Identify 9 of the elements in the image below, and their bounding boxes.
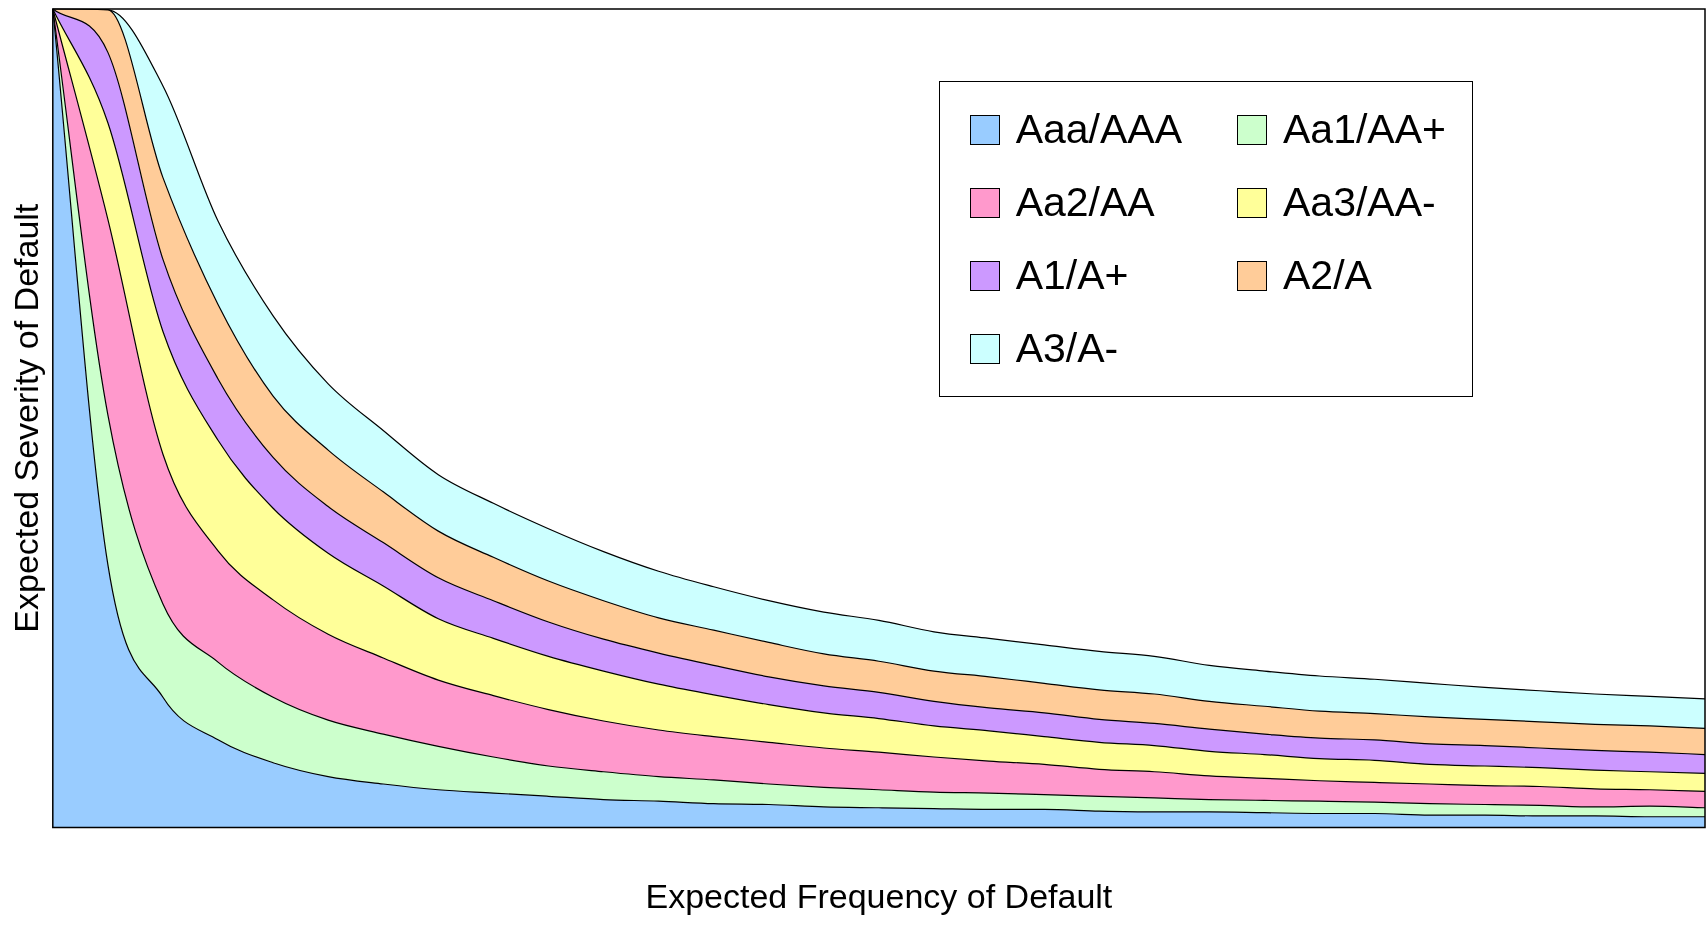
legend-label: Aa2/AA — [1015, 179, 1155, 226]
legend-label: Aa1/AA+ — [1283, 106, 1446, 153]
legend-label: Aa3/AA- — [1283, 179, 1436, 226]
legend-label: A1/A+ — [1015, 252, 1129, 299]
legend-label: Aaa/AAA — [1015, 106, 1183, 153]
legend-label: A2/A — [1283, 252, 1372, 299]
y-axis-title: Expected Severity of Default — [6, 203, 45, 633]
x-axis-title: Expected Frequency of Default — [645, 876, 1113, 915]
legend-label: A3/A- — [1015, 325, 1119, 372]
